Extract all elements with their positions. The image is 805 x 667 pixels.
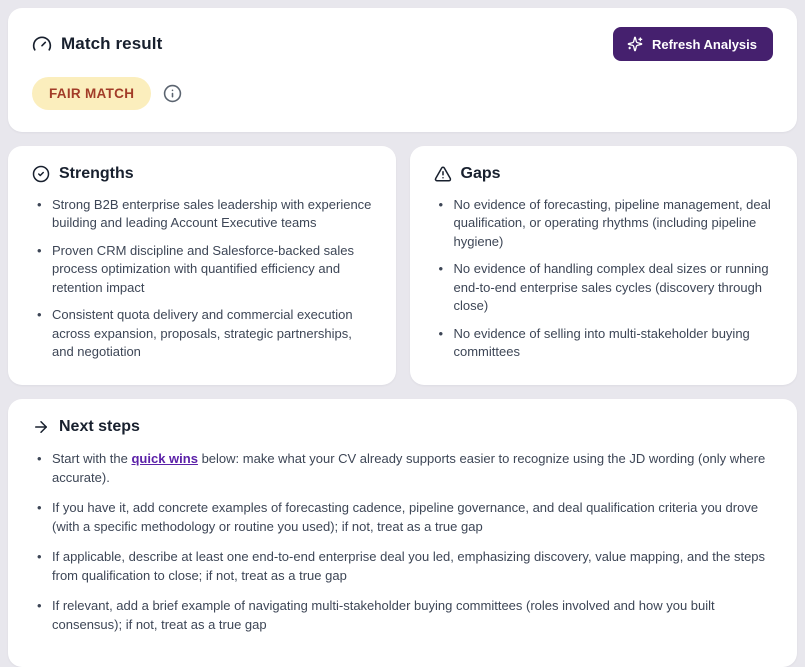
list-item: Consistent quota delivery and commercial… — [32, 306, 372, 361]
list-item: If relevant, add a brief example of navi… — [32, 596, 773, 635]
list-item: If you have it, add concrete examples of… — [32, 498, 773, 537]
header-row: Match result Refresh Analysis — [32, 27, 773, 61]
next-steps-card: Next steps Start with the quick wins bel… — [8, 398, 797, 667]
refresh-analysis-button-label: Refresh Analysis — [651, 36, 757, 52]
match-status-badge: FAIR MATCH — [32, 77, 152, 110]
title-wrap: Match result — [32, 34, 162, 54]
list-item: No evidence of forecasting, pipeline man… — [434, 196, 774, 251]
next-steps-title: Next steps — [59, 417, 140, 435]
next-steps-header: Next steps — [32, 418, 773, 436]
next-step-text: Start with the — [52, 450, 132, 466]
sparkles-icon — [627, 36, 643, 52]
list-item: No evidence of selling into multi-stakeh… — [434, 325, 774, 362]
badge-row: FAIR MATCH — [32, 77, 773, 110]
gaps-title: Gaps — [460, 165, 501, 182]
warning-triangle-icon — [434, 165, 452, 183]
list-item: No evidence of handling complex deal siz… — [434, 260, 774, 315]
quick-wins-link[interactable]: quick wins — [131, 450, 198, 466]
strengths-list: Strong B2B enterprise sales leadership w… — [32, 196, 372, 362]
strengths-header: Strengths — [32, 165, 372, 183]
gaps-card: Gaps No evidence of forecasting, pipelin… — [409, 146, 797, 385]
check-circle-icon — [32, 165, 50, 183]
gaps-list: No evidence of forecasting, pipeline man… — [434, 196, 774, 362]
list-item: If applicable, describe at least one end… — [32, 547, 773, 586]
match-result-page: Match result Refresh Analysis FAIR MATCH — [0, 0, 805, 605]
match-result-header-card: Match result Refresh Analysis FAIR MATCH — [8, 8, 797, 132]
arrow-right-icon — [32, 418, 50, 436]
list-item: Strong B2B enterprise sales leadership w… — [32, 196, 372, 233]
strengths-gaps-row: Strengths Strong B2B enterprise sales le… — [8, 146, 797, 385]
list-item: Start with the quick wins below: make wh… — [32, 449, 773, 488]
list-item: Proven CRM discipline and Salesforce-bac… — [32, 242, 372, 297]
next-steps-list: Start with the quick wins below: make wh… — [32, 449, 773, 635]
next-step-text: below: make what your CV already support… — [52, 450, 766, 486]
refresh-analysis-button[interactable]: Refresh Analysis — [612, 27, 773, 61]
gauge-icon — [32, 34, 52, 54]
strengths-card: Strengths Strong B2B enterprise sales le… — [8, 146, 396, 385]
gaps-header: Gaps — [434, 165, 774, 183]
info-icon[interactable] — [163, 84, 182, 103]
strengths-title: Strengths — [59, 165, 134, 182]
page-title: Match result — [61, 34, 163, 53]
